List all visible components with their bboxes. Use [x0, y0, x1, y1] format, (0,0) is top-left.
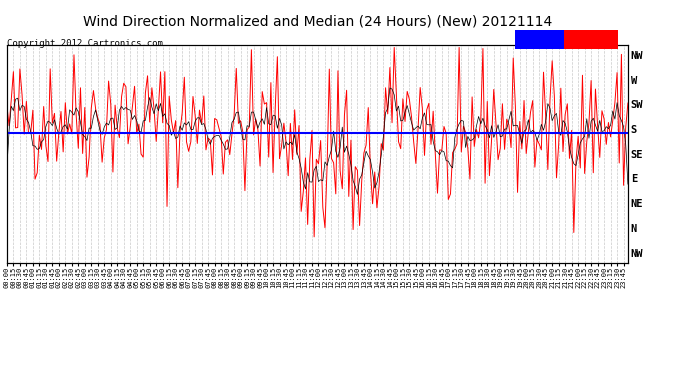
Text: Direction: Direction [567, 35, 615, 44]
Text: Wind Direction Normalized and Median (24 Hours) (New) 20121114: Wind Direction Normalized and Median (24… [83, 14, 552, 28]
Text: Average: Average [521, 35, 558, 44]
Text: Copyright 2012 Cartronics.com: Copyright 2012 Cartronics.com [7, 39, 163, 48]
